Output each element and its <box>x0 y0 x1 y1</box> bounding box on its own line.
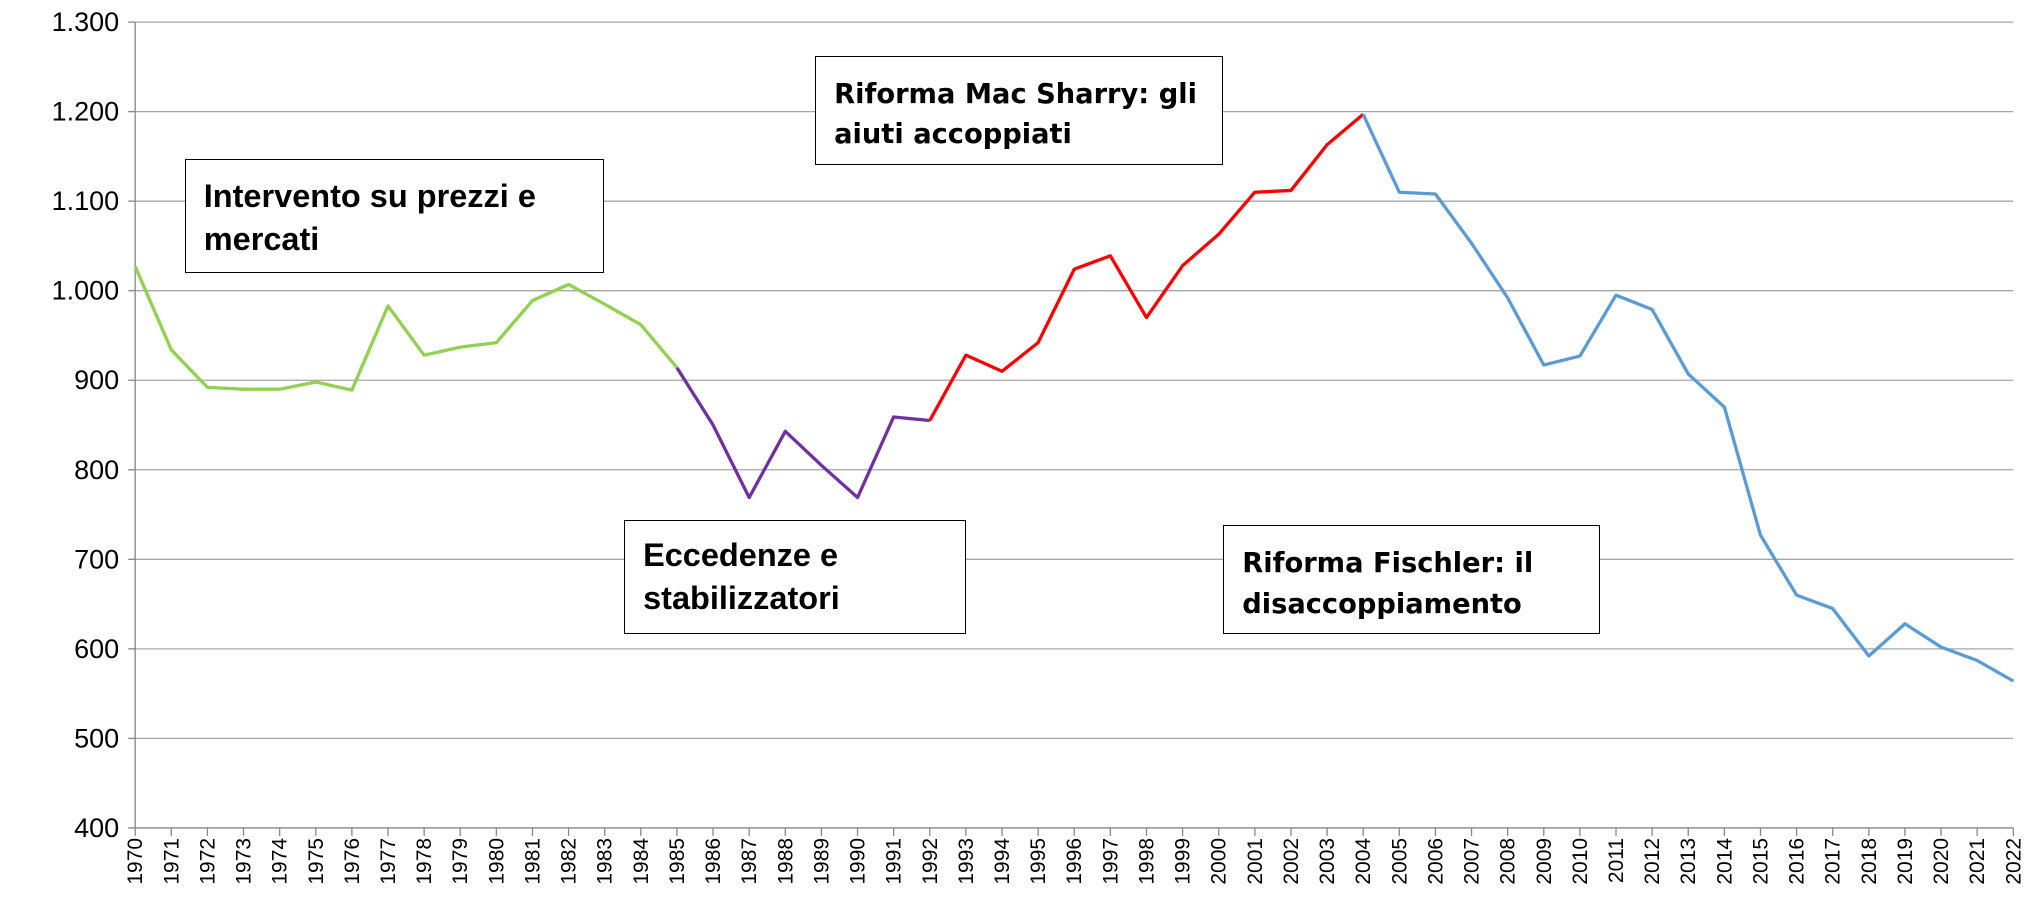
y-tick-label: 400 <box>74 813 119 843</box>
y-tick-label: 1.000 <box>52 276 120 306</box>
x-tick-label: 1999 <box>1172 838 1195 885</box>
x-tick-label: 2013 <box>1677 838 1700 885</box>
x-tick-label: 2022 <box>2002 838 2025 885</box>
line-series <box>675 366 930 500</box>
y-tick-label: 700 <box>74 544 119 574</box>
annotation: Eccedenze e stabilizzatori <box>623 519 966 635</box>
x-tick-label: 1979 <box>449 838 472 885</box>
x-tick-label: 2021 <box>1966 838 1989 885</box>
y-tick-label: 1.200 <box>52 97 120 127</box>
line-series <box>133 265 679 392</box>
x-tick-label: 1985 <box>666 838 689 885</box>
y-tick-label: 1.300 <box>52 7 120 37</box>
y-tick-label: 1.100 <box>52 186 120 216</box>
x-tick-label: 1974 <box>269 838 292 885</box>
x-tick-label: 1989 <box>810 838 833 885</box>
x-tick-label: 1978 <box>413 838 436 885</box>
x-tick-label: 1983 <box>594 838 617 885</box>
x-tick-label: 2004 <box>1352 838 1375 885</box>
x-tick-label: 1992 <box>919 838 942 885</box>
x-tick-label: 1986 <box>702 838 725 885</box>
x-tick-label: 2015 <box>1749 838 1772 885</box>
annotation: Riforma Mac Sharry: gli aiuti accoppiati <box>814 55 1224 166</box>
x-tick-label: 1980 <box>485 838 508 885</box>
x-tick-label: 1977 <box>377 838 400 885</box>
x-tick-label: 1970 <box>124 838 147 885</box>
x-tick-label: 1997 <box>1099 838 1122 885</box>
x-tick-label: 2003 <box>1316 838 1339 885</box>
x-tick-label: 1984 <box>630 838 653 885</box>
y-tick-label: 500 <box>74 723 119 753</box>
x-tick-label: 2019 <box>1894 838 1917 885</box>
x-tick-label: 2016 <box>1786 838 1809 885</box>
x-tick-label: 1988 <box>774 838 797 885</box>
x-tick-label: 1994 <box>991 838 1014 885</box>
line-series <box>928 113 1365 422</box>
x-tick-label: 1995 <box>1027 838 1050 885</box>
x-tick-label: 1972 <box>196 838 219 885</box>
x-tick-label: 2009 <box>1533 838 1556 885</box>
x-tick-label: 1975 <box>305 838 328 885</box>
x-tick-label: 1973 <box>233 838 256 885</box>
x-tick-label: 2008 <box>1497 838 1520 885</box>
x-tick-label: 2007 <box>1461 838 1484 885</box>
x-tick-label: 1971 <box>160 838 183 885</box>
x-tick-label: 2011 <box>1605 838 1628 883</box>
x-tick-label: 1990 <box>847 838 870 885</box>
x-tick-label: 1982 <box>558 838 581 885</box>
x-tick-label: 1998 <box>1135 838 1158 885</box>
line-series <box>1361 113 2015 683</box>
y-tick-label: 900 <box>74 365 119 395</box>
x-tick-label: 2001 <box>1244 838 1267 885</box>
annotation: Riforma Fischler: il disaccoppiamento <box>1223 525 1600 635</box>
x-tick-label: 2002 <box>1280 838 1303 885</box>
x-tick-label: 2012 <box>1641 838 1664 885</box>
x-tick-label: 1991 <box>883 838 906 885</box>
x-tick-label: 1981 <box>521 838 544 885</box>
x-tick-label: 2006 <box>1424 838 1447 885</box>
x-tick-label: 1996 <box>1063 838 1086 885</box>
x-tick-label: 1976 <box>341 838 364 885</box>
x-tick-label: 2018 <box>1858 838 1881 885</box>
x-tick-label: 2020 <box>1930 838 1953 885</box>
x-tick-label: 2014 <box>1713 838 1736 885</box>
y-tick-label: 600 <box>74 634 119 664</box>
x-tick-label: 2005 <box>1388 838 1411 885</box>
x-tick-label: 1987 <box>738 838 761 885</box>
x-tick-label: 1993 <box>955 838 978 885</box>
y-tick-label: 800 <box>74 455 119 485</box>
x-tick-label: 2000 <box>1208 838 1231 885</box>
x-tick-label: 2017 <box>1822 838 1845 885</box>
annotation: Intervento su prezzi e mercati <box>184 158 605 273</box>
x-tick-label: 2010 <box>1569 838 1592 885</box>
